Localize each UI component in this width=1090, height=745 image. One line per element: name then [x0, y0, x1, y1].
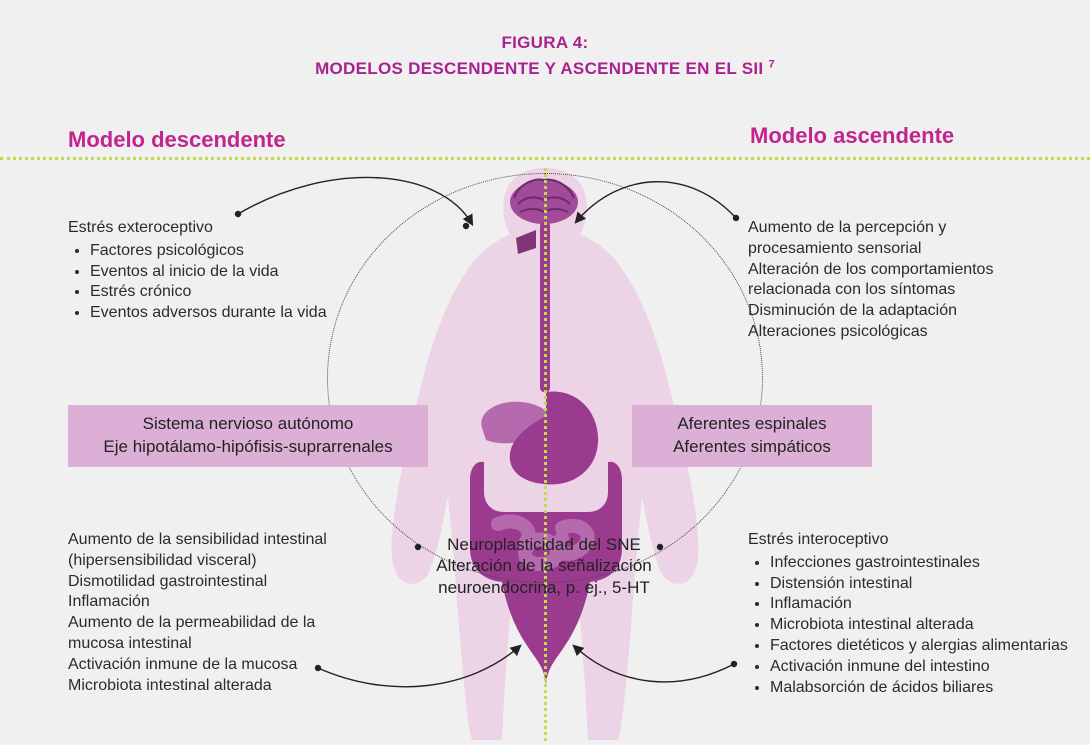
list-item: Factores psicológicos — [90, 241, 348, 262]
text-line: Aumento de la permeabilidad de la mucosa… — [68, 613, 368, 655]
dotted-vertical-rule — [544, 168, 547, 741]
list-item: Distensión intestinal — [770, 574, 1068, 595]
arrow-dot — [731, 661, 737, 667]
list-item: Microbiota intestinal alterada — [770, 615, 1068, 636]
dotted-horizontal-rule — [0, 157, 1090, 160]
title-line-2-text: MODELOS DESCENDENTE Y ASCENDENTE EN EL S… — [315, 59, 763, 78]
text-line: Alteración de los comportamientos relaci… — [748, 260, 1048, 302]
left-top-bullets: Factores psicológicosEventos al inicio d… — [68, 241, 348, 324]
right-bottom-block: Estrés interoceptivo Infecciones gastroi… — [748, 530, 1068, 698]
list-item: Infecciones gastrointestinales — [770, 553, 1068, 574]
title-sup: 7 — [769, 58, 775, 70]
left-box-line2: Eje hipotálamo-hipófisis-suprarrenales — [82, 436, 414, 459]
left-top-block: Estrés exteroceptivo Factores psicológic… — [68, 218, 348, 324]
center-label-2: Alteración de la señalización — [414, 555, 674, 576]
figure-title: FIGURA 4: MODELOS DESCENDENTE Y ASCENDEN… — [0, 30, 1090, 81]
text-line: Aumento de la percepción y procesamiento… — [748, 218, 1048, 260]
right-box-line1: Aferentes espinales — [646, 413, 858, 436]
right-box-line2: Aferentes simpáticos — [646, 436, 858, 459]
list-item: Factores dietéticos y alergias alimentar… — [770, 636, 1068, 657]
arrow-dot — [733, 215, 739, 221]
title-line-1: FIGURA 4: — [0, 30, 1090, 56]
text-line: Alteraciones psicológicas — [748, 322, 1048, 343]
list-item: Eventos adversos durante la vida — [90, 303, 348, 324]
text-line: Aumento de la sensibilidad intestinal (h… — [68, 530, 368, 572]
text-line: Activación inmune de la mucosa — [68, 655, 368, 676]
left-box-line1: Sistema nervioso autónomo — [82, 413, 414, 436]
center-label-1: Neuroplasticidad del SNE — [414, 534, 674, 555]
right-top-block: Aumento de la percepción y procesamiento… — [748, 218, 1048, 343]
right-bottom-bullets: Infecciones gastrointestinalesDistensión… — [748, 553, 1068, 699]
heading-right: Modelo ascendente — [750, 123, 954, 149]
text-line: Inflamación — [68, 592, 368, 613]
center-label: Neuroplasticidad del SNE Alteración de l… — [414, 534, 674, 598]
right-box: Aferentes espinales Aferentes simpáticos — [632, 405, 872, 467]
list-item: Inflamación — [770, 594, 1068, 615]
arrow-dot — [235, 211, 241, 217]
right-bottom-title: Estrés interoceptivo — [748, 530, 1068, 551]
text-line: Dismotilidad gastrointestinal — [68, 572, 368, 593]
text-line: Disminución de la adaptación — [748, 301, 1048, 322]
heading-left: Modelo descendente — [68, 127, 286, 153]
list-item: Estrés crónico — [90, 282, 348, 303]
list-item: Eventos al inicio de la vida — [90, 262, 348, 283]
left-top-title: Estrés exteroceptivo — [68, 218, 348, 239]
left-bottom-block: Aumento de la sensibilidad intestinal (h… — [68, 530, 368, 696]
text-line: Microbiota intestinal alterada — [68, 676, 368, 697]
center-label-3: neuroendocrina, p. ej., 5-HT — [414, 577, 674, 598]
title-line-2: MODELOS DESCENDENTE Y ASCENDENTE EN EL S… — [0, 56, 1090, 82]
list-item: Malabsorción de ácidos biliares — [770, 678, 1068, 699]
left-box: Sistema nervioso autónomo Eje hipotálamo… — [68, 405, 428, 467]
list-item: Activación inmune del intestino — [770, 657, 1068, 678]
